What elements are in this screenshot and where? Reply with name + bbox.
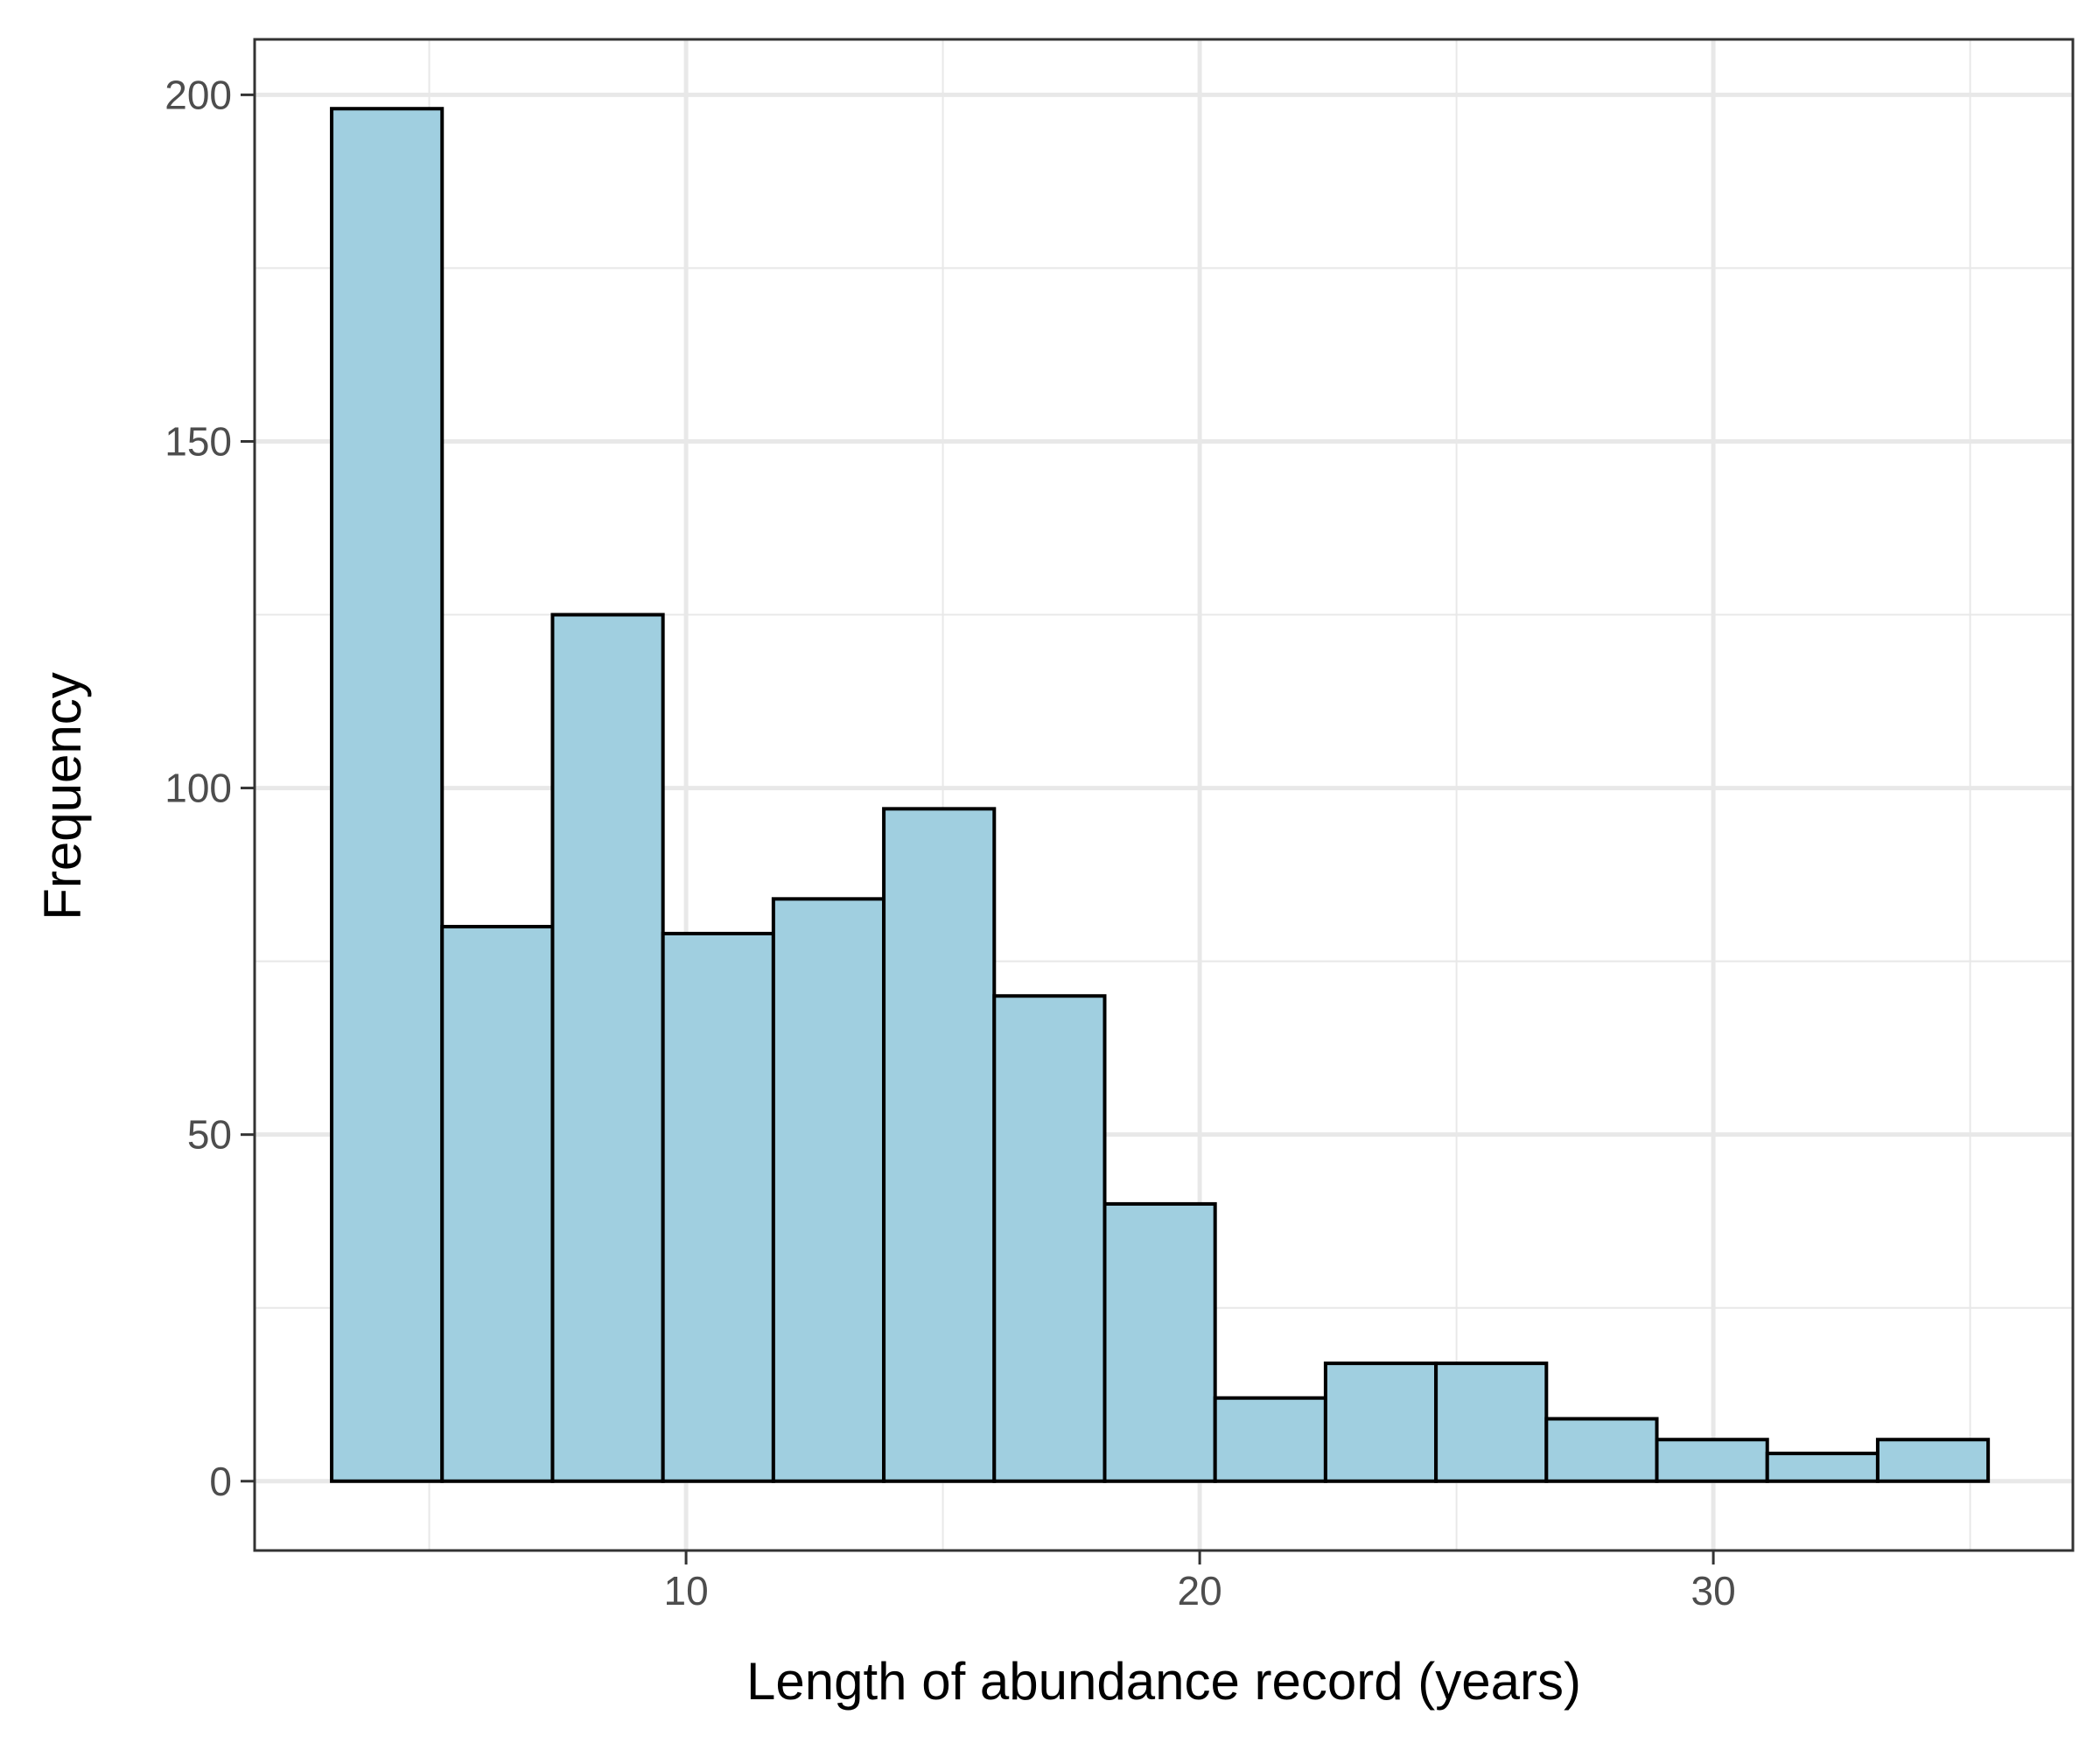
y-tick-label: 50 bbox=[187, 1112, 232, 1158]
histogram-bars bbox=[330, 107, 1991, 1483]
y-tick-label: 0 bbox=[209, 1459, 232, 1504]
histogram-bar-14 bbox=[1765, 1452, 1880, 1483]
histogram-bar-7 bbox=[992, 994, 1107, 1483]
histogram-bar-11 bbox=[1434, 1362, 1549, 1483]
y-tick-label: 100 bbox=[164, 766, 232, 811]
panel-border bbox=[253, 38, 2075, 1552]
histogram-bar-3 bbox=[550, 612, 665, 1483]
histogram-bar-10 bbox=[1323, 1362, 1438, 1483]
histogram-bar-8 bbox=[1102, 1201, 1217, 1483]
histogram-bar-12 bbox=[1544, 1417, 1659, 1483]
histogram-bar-13 bbox=[1655, 1438, 1769, 1483]
x-tick-label: 30 bbox=[1691, 1568, 1736, 1614]
histogram-bar-1 bbox=[330, 107, 444, 1483]
histogram-bar-2 bbox=[440, 925, 555, 1483]
histogram-bar-9 bbox=[1213, 1396, 1327, 1483]
x-tick-label: 10 bbox=[663, 1568, 708, 1614]
y-tick-label: 150 bbox=[164, 418, 232, 464]
x-tick-label: 20 bbox=[1178, 1568, 1222, 1614]
y-axis-title: Frequency bbox=[33, 672, 92, 920]
histogram-bar-4 bbox=[661, 931, 775, 1483]
axes: 0 50 100 150 200 10 20 30 bbox=[164, 72, 1735, 1614]
y-tick-label: 200 bbox=[164, 72, 232, 117]
x-axis-title: Length of abundance record (years) bbox=[746, 1652, 1581, 1711]
histogram-bar-15 bbox=[1875, 1438, 1991, 1483]
histogram-bar-6 bbox=[882, 807, 997, 1483]
histogram-bar-5 bbox=[771, 897, 886, 1483]
